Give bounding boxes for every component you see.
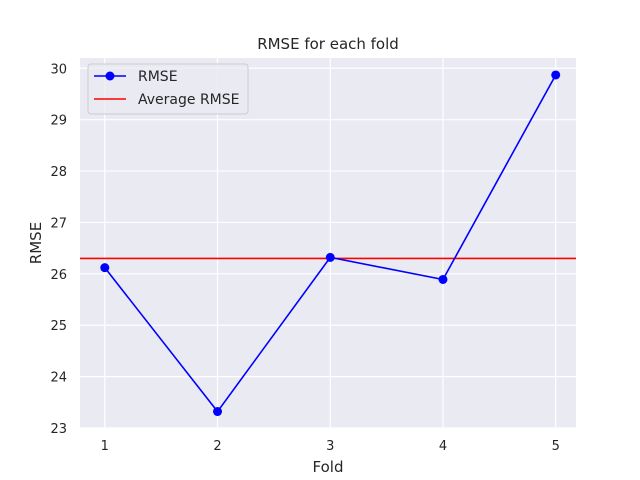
x-tick-label: 5 — [552, 439, 560, 454]
y-tick-label: 24 — [50, 371, 67, 386]
legend-rmse-marker — [105, 71, 115, 81]
legend-rmse-label: RMSE — [138, 69, 178, 85]
rmse-data-point — [438, 274, 448, 284]
y-tick-label: 26 — [50, 268, 67, 283]
rmse-data-point — [213, 407, 223, 417]
rmse-data-point — [100, 263, 110, 273]
rmse-data-point — [325, 252, 335, 262]
y-tick-label: 25 — [50, 319, 67, 334]
chart-title: RMSE for each fold — [257, 35, 399, 53]
x-tick-label: 4 — [439, 439, 447, 454]
legend-average-label: Average RMSE — [138, 92, 239, 108]
y-tick-label: 28 — [50, 165, 67, 180]
y-tick-label: 27 — [50, 216, 67, 231]
y-tick-label: 30 — [50, 62, 67, 77]
x-tick-label: 1 — [101, 439, 109, 454]
rmse-data-point — [551, 70, 561, 80]
x-axis-label: Fold — [313, 458, 344, 476]
legend: RMSE Average RMSE — [87, 63, 249, 115]
x-tick-labels: 1 2 3 4 5 — [101, 439, 560, 454]
x-tick-label: 3 — [326, 439, 334, 454]
y-tick-label: 29 — [50, 114, 67, 129]
x-tick-label: 2 — [213, 439, 221, 454]
legend-box — [87, 63, 249, 115]
series-layer — [100, 70, 561, 417]
y-tick-labels: 23 24 25 26 27 28 29 30 — [50, 62, 67, 437]
y-axis-label: RMSE — [27, 222, 45, 264]
y-tick-label: 23 — [50, 422, 67, 437]
